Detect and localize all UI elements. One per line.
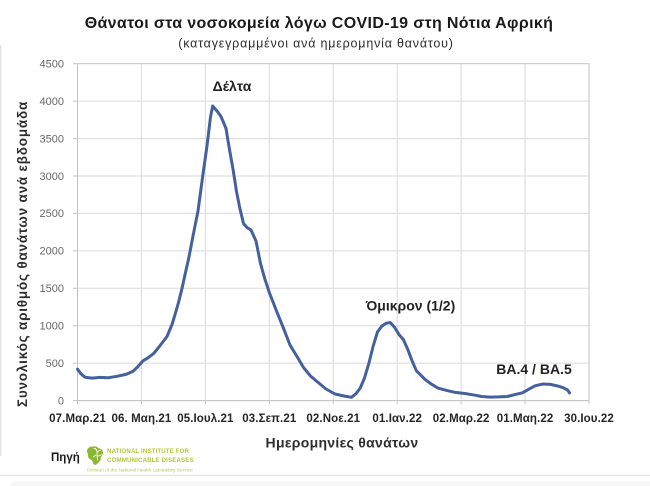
svg-text:02.Νοε.21: 02.Νοε.21 <box>306 413 360 425</box>
svg-text:3000: 3000 <box>40 171 64 183</box>
svg-text:07.Μαρ.21: 07.Μαρ.21 <box>49 413 106 425</box>
svg-text:Division of the National Healt: Division of the National Health Laborato… <box>87 468 193 474</box>
svg-text:Θάνατοι στα νοσοκομεία λόγω CO: Θάνατοι στα νοσοκομεία λόγω COVID-19 στη… <box>85 15 554 32</box>
svg-text:3500: 3500 <box>40 133 64 145</box>
svg-text:05.Ιουλ.21: 05.Ιουλ.21 <box>177 413 234 425</box>
svg-text:NATIONAL INSTITUTE FOR: NATIONAL INSTITUTE FOR <box>107 448 189 455</box>
svg-text:Όμικρον (1/2): Όμικρον (1/2) <box>365 298 455 314</box>
svg-text:(καταγεγραμμένοι ανά ημερομηνί: (καταγεγραμμένοι ανά ημερομηνία θανάτου) <box>178 37 454 51</box>
svg-text:500: 500 <box>46 358 64 370</box>
svg-text:4000: 4000 <box>40 96 64 108</box>
svg-text:2000: 2000 <box>40 246 64 258</box>
svg-text:Πηγή: Πηγή <box>51 452 80 464</box>
svg-text:0: 0 <box>58 395 64 407</box>
svg-text:1500: 1500 <box>40 283 64 295</box>
svg-text:4500: 4500 <box>40 59 64 71</box>
svg-text:02.Μαρ.22: 02.Μαρ.22 <box>433 413 490 425</box>
svg-text:30.Ιου.22: 30.Ιου.22 <box>564 413 614 425</box>
svg-text:01.Ιαν.22: 01.Ιαν.22 <box>372 413 422 425</box>
svg-text:1000: 1000 <box>40 321 64 333</box>
svg-text:01.Μαη.22: 01.Μαη.22 <box>497 413 554 425</box>
svg-text:Δέλτα: Δέλτα <box>213 78 252 94</box>
svg-text:COMMUNICABLE DISEASES: COMMUNICABLE DISEASES <box>107 457 194 464</box>
svg-text:06. Μαη.21: 06. Μαη.21 <box>112 413 172 425</box>
svg-text:BA.4 / BA.5: BA.4 / BA.5 <box>496 361 572 377</box>
svg-text:Συνολικός αριθμός θανάτων ανά: Συνολικός αριθμός θανάτων ανά εβδομάδα <box>15 101 30 407</box>
svg-text:03.Σεπ.21: 03.Σεπ.21 <box>242 413 297 425</box>
svg-text:2500: 2500 <box>40 208 64 220</box>
svg-text:Ημερομηνίες θανάτων: Ημερομηνίες θανάτων <box>266 435 419 451</box>
